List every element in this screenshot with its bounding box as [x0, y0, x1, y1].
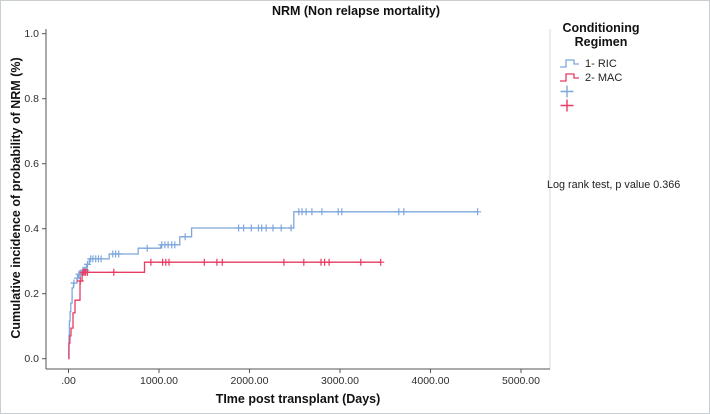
legend-item-ric: 1- RIC — [559, 57, 705, 71]
x-tick-label: 1000.00 — [140, 375, 178, 387]
chart-title: NRM (Non relapse mortality) — [271, 4, 441, 18]
censor-mark — [165, 258, 173, 266]
censor-mark — [269, 224, 277, 232]
censor-mark — [280, 258, 288, 266]
censor-mark — [262, 224, 270, 232]
legend-items: 1- RIC 2- MAC — [559, 57, 705, 113]
y-tick-label: 0.8 — [24, 93, 39, 105]
x-tick-label: 2000.00 — [231, 375, 269, 387]
step-line-icon — [560, 73, 579, 82]
legend-item-ric-censored — [559, 85, 705, 99]
censor-mark — [200, 258, 208, 266]
y-tick-label: 0.2 — [24, 288, 39, 300]
legend-item-label: 1- RIC — [585, 57, 617, 70]
y-tick-label: 0.0 — [24, 353, 39, 365]
censor-mark — [400, 208, 408, 216]
censor-mark — [338, 208, 346, 216]
censor-mark — [300, 258, 308, 266]
y-tick-label: 0.6 — [24, 158, 39, 170]
censor-mark — [115, 250, 123, 258]
x-axis-title: TIme post transplant (Days) — [215, 392, 381, 406]
survival-curve-1-ric — [68, 211, 478, 360]
censor-mark — [76, 277, 84, 285]
censor-mark — [171, 241, 179, 249]
legend-item-label: 2- MAC — [585, 71, 623, 84]
legend-title-line1: Conditioning — [562, 21, 640, 35]
x-tick-label: 3000.00 — [321, 375, 359, 387]
survival-curve-2-mac — [68, 261, 381, 360]
censor-mark — [181, 233, 189, 241]
censor-mark — [143, 244, 151, 252]
x-tick-label: 5000.00 — [502, 375, 540, 387]
censor-mark — [70, 279, 78, 287]
censor-mark — [474, 208, 482, 216]
step-line-icon — [560, 59, 579, 68]
censor-mark — [84, 260, 91, 268]
censor-mark — [308, 208, 316, 216]
legend-item-mac: 2- MAC — [559, 71, 705, 85]
legend-item-mac-censored — [559, 99, 705, 113]
x-tick-label: 4000.00 — [412, 375, 450, 387]
censor-mark — [147, 258, 155, 266]
y-tick-label: 0.4 — [24, 223, 39, 235]
legend-title: Conditioning Regimen — [553, 21, 649, 50]
log-rank-annotation: Log rank test, p value 0.366 — [547, 179, 681, 191]
legend: Conditioning Regimen 1- RIC 2- MAC — [553, 21, 705, 113]
censor-mark — [318, 208, 326, 216]
censor-mark — [247, 224, 255, 232]
censor-mark — [110, 268, 118, 276]
censor-mark — [240, 224, 248, 232]
censor-mark — [277, 224, 285, 232]
censor-mark — [97, 255, 105, 263]
y-tick-label: 1.0 — [24, 28, 39, 40]
censor-plus-icon — [560, 85, 574, 98]
censor-mark — [218, 258, 226, 266]
censor-mark — [357, 258, 365, 266]
legend-title-line2: Regimen — [574, 35, 628, 50]
censor-mark — [325, 258, 333, 266]
censor-mark — [84, 268, 91, 276]
x-tick-label: .00 — [61, 375, 76, 387]
censor-mark — [377, 258, 385, 266]
censor-plus-icon — [560, 99, 574, 112]
censor-mark — [287, 224, 295, 232]
